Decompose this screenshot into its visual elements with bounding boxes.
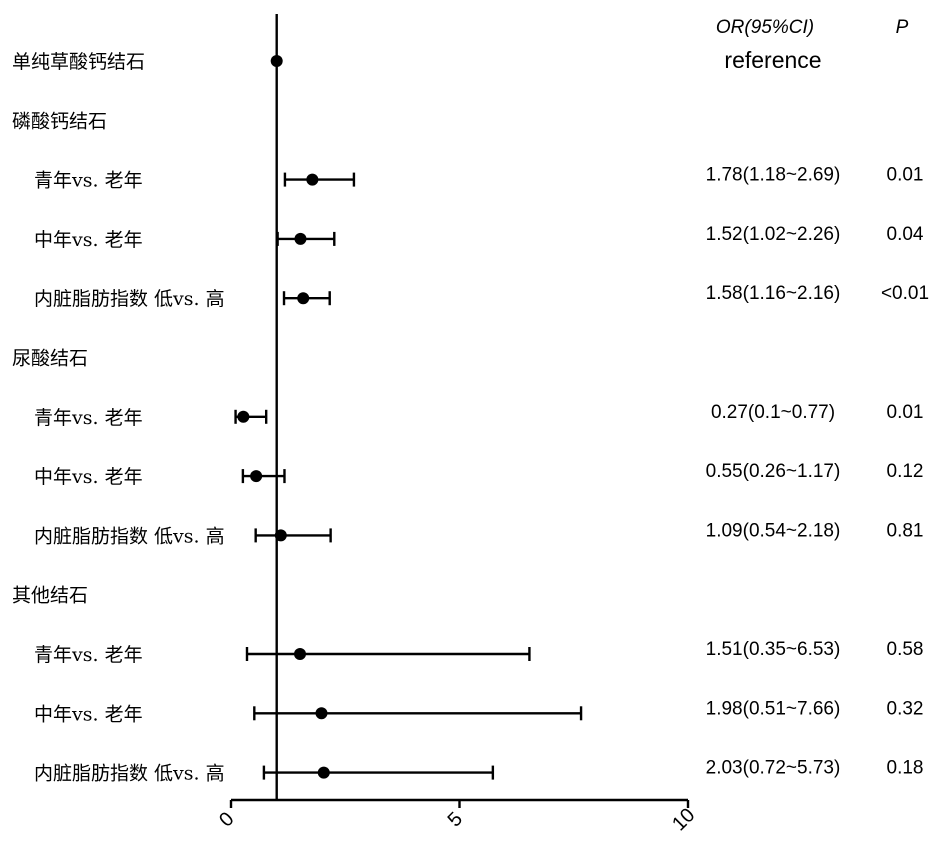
- or-point: [237, 410, 250, 423]
- row-label: 中年vs. 老年: [34, 703, 143, 725]
- table-headers: OR(95%CI) P: [716, 17, 909, 38]
- p-value: 0.18: [887, 758, 924, 779]
- forest-row: 内脏脂肪指数 低vs. 高 1.58(1.16~2.16) <0.01: [34, 283, 929, 310]
- forest-row: 其他结石: [12, 585, 88, 607]
- or-ci-value: 1.78(1.18~2.69): [706, 165, 841, 186]
- or-ci-value: 0.27(0.1~0.77): [711, 402, 835, 423]
- row-label: 中年vs. 老年: [34, 229, 143, 251]
- p-value: 0.01: [887, 402, 924, 423]
- or-point: [250, 470, 263, 483]
- forest-row: 单纯草酸钙结石 reference: [12, 47, 822, 73]
- row-label: 内脏脂肪指数 低vs. 高: [34, 288, 225, 310]
- or-ci-value: 1.09(0.54~2.18): [706, 520, 841, 541]
- forest-row: 青年vs. 老年 0.27(0.1~0.77) 0.01: [34, 402, 923, 429]
- row-label: 单纯草酸钙结石: [12, 51, 145, 73]
- p-value: 0.01: [887, 165, 924, 186]
- row-label: 内脏脂肪指数 低vs. 高: [34, 525, 225, 547]
- forest-row: 青年vs. 老年 1.51(0.35~6.53) 0.58: [34, 639, 923, 666]
- p-value: <0.01: [881, 283, 929, 304]
- row-label: 磷酸钙结石: [12, 110, 107, 132]
- or-ci-value: 1.51(0.35~6.53): [706, 639, 841, 660]
- x-tick-label: 5: [444, 808, 467, 831]
- x-tick-label: 0: [215, 808, 238, 831]
- reference-label: reference: [724, 47, 821, 73]
- forest-row: 中年vs. 老年 1.98(0.51~7.66) 0.32: [34, 698, 923, 725]
- forest-row: 内脏脂肪指数 低vs. 高 1.09(0.54~2.18) 0.81: [34, 520, 923, 547]
- or-point: [317, 766, 330, 779]
- p-value: 0.12: [887, 461, 924, 482]
- or-point: [306, 173, 319, 186]
- or-ci-value: 2.03(0.72~5.73): [706, 758, 841, 779]
- x-tick-label: 10: [668, 804, 699, 835]
- or-point: [294, 648, 307, 660]
- header-p: P: [896, 17, 909, 38]
- forest-row: 中年vs. 老年 0.55(0.26~1.17) 0.12: [34, 461, 923, 488]
- forest-row: 尿酸结石: [12, 348, 88, 370]
- forest-row: 中年vs. 老年 1.52(1.02~2.26) 0.04: [34, 224, 924, 251]
- row-label: 青年vs. 老年: [34, 170, 143, 192]
- header-or-ci: OR(95%CI): [716, 17, 814, 38]
- row-label: 其他结石: [12, 585, 88, 607]
- or-ci-value: 1.98(0.51~7.66): [706, 698, 841, 719]
- or-point: [297, 292, 310, 305]
- or-ci-value: 1.52(1.02~2.26): [706, 224, 841, 245]
- p-value: 0.81: [887, 520, 924, 541]
- forest-row: 磷酸钙结石: [12, 110, 107, 132]
- row-label: 青年vs. 老年: [34, 644, 143, 666]
- p-value: 0.04: [887, 224, 924, 245]
- or-ci-value: 0.55(0.26~1.17): [706, 461, 841, 482]
- row-label: 青年vs. 老年: [34, 407, 143, 429]
- forest-row: 内脏脂肪指数 低vs. 高 2.03(0.72~5.73) 0.18: [34, 758, 923, 785]
- row-label: 内脏脂肪指数 低vs. 高: [34, 763, 225, 785]
- or-ci-value: 1.58(1.16~2.16): [706, 283, 841, 304]
- or-point: [315, 707, 328, 720]
- row-label: 尿酸结石: [12, 348, 88, 370]
- p-value: 0.32: [887, 698, 924, 719]
- forest-row: 青年vs. 老年 1.78(1.18~2.69) 0.01: [34, 165, 923, 192]
- or-point: [294, 232, 307, 245]
- row-label: 中年vs. 老年: [34, 466, 143, 488]
- p-value: 0.58: [887, 639, 924, 660]
